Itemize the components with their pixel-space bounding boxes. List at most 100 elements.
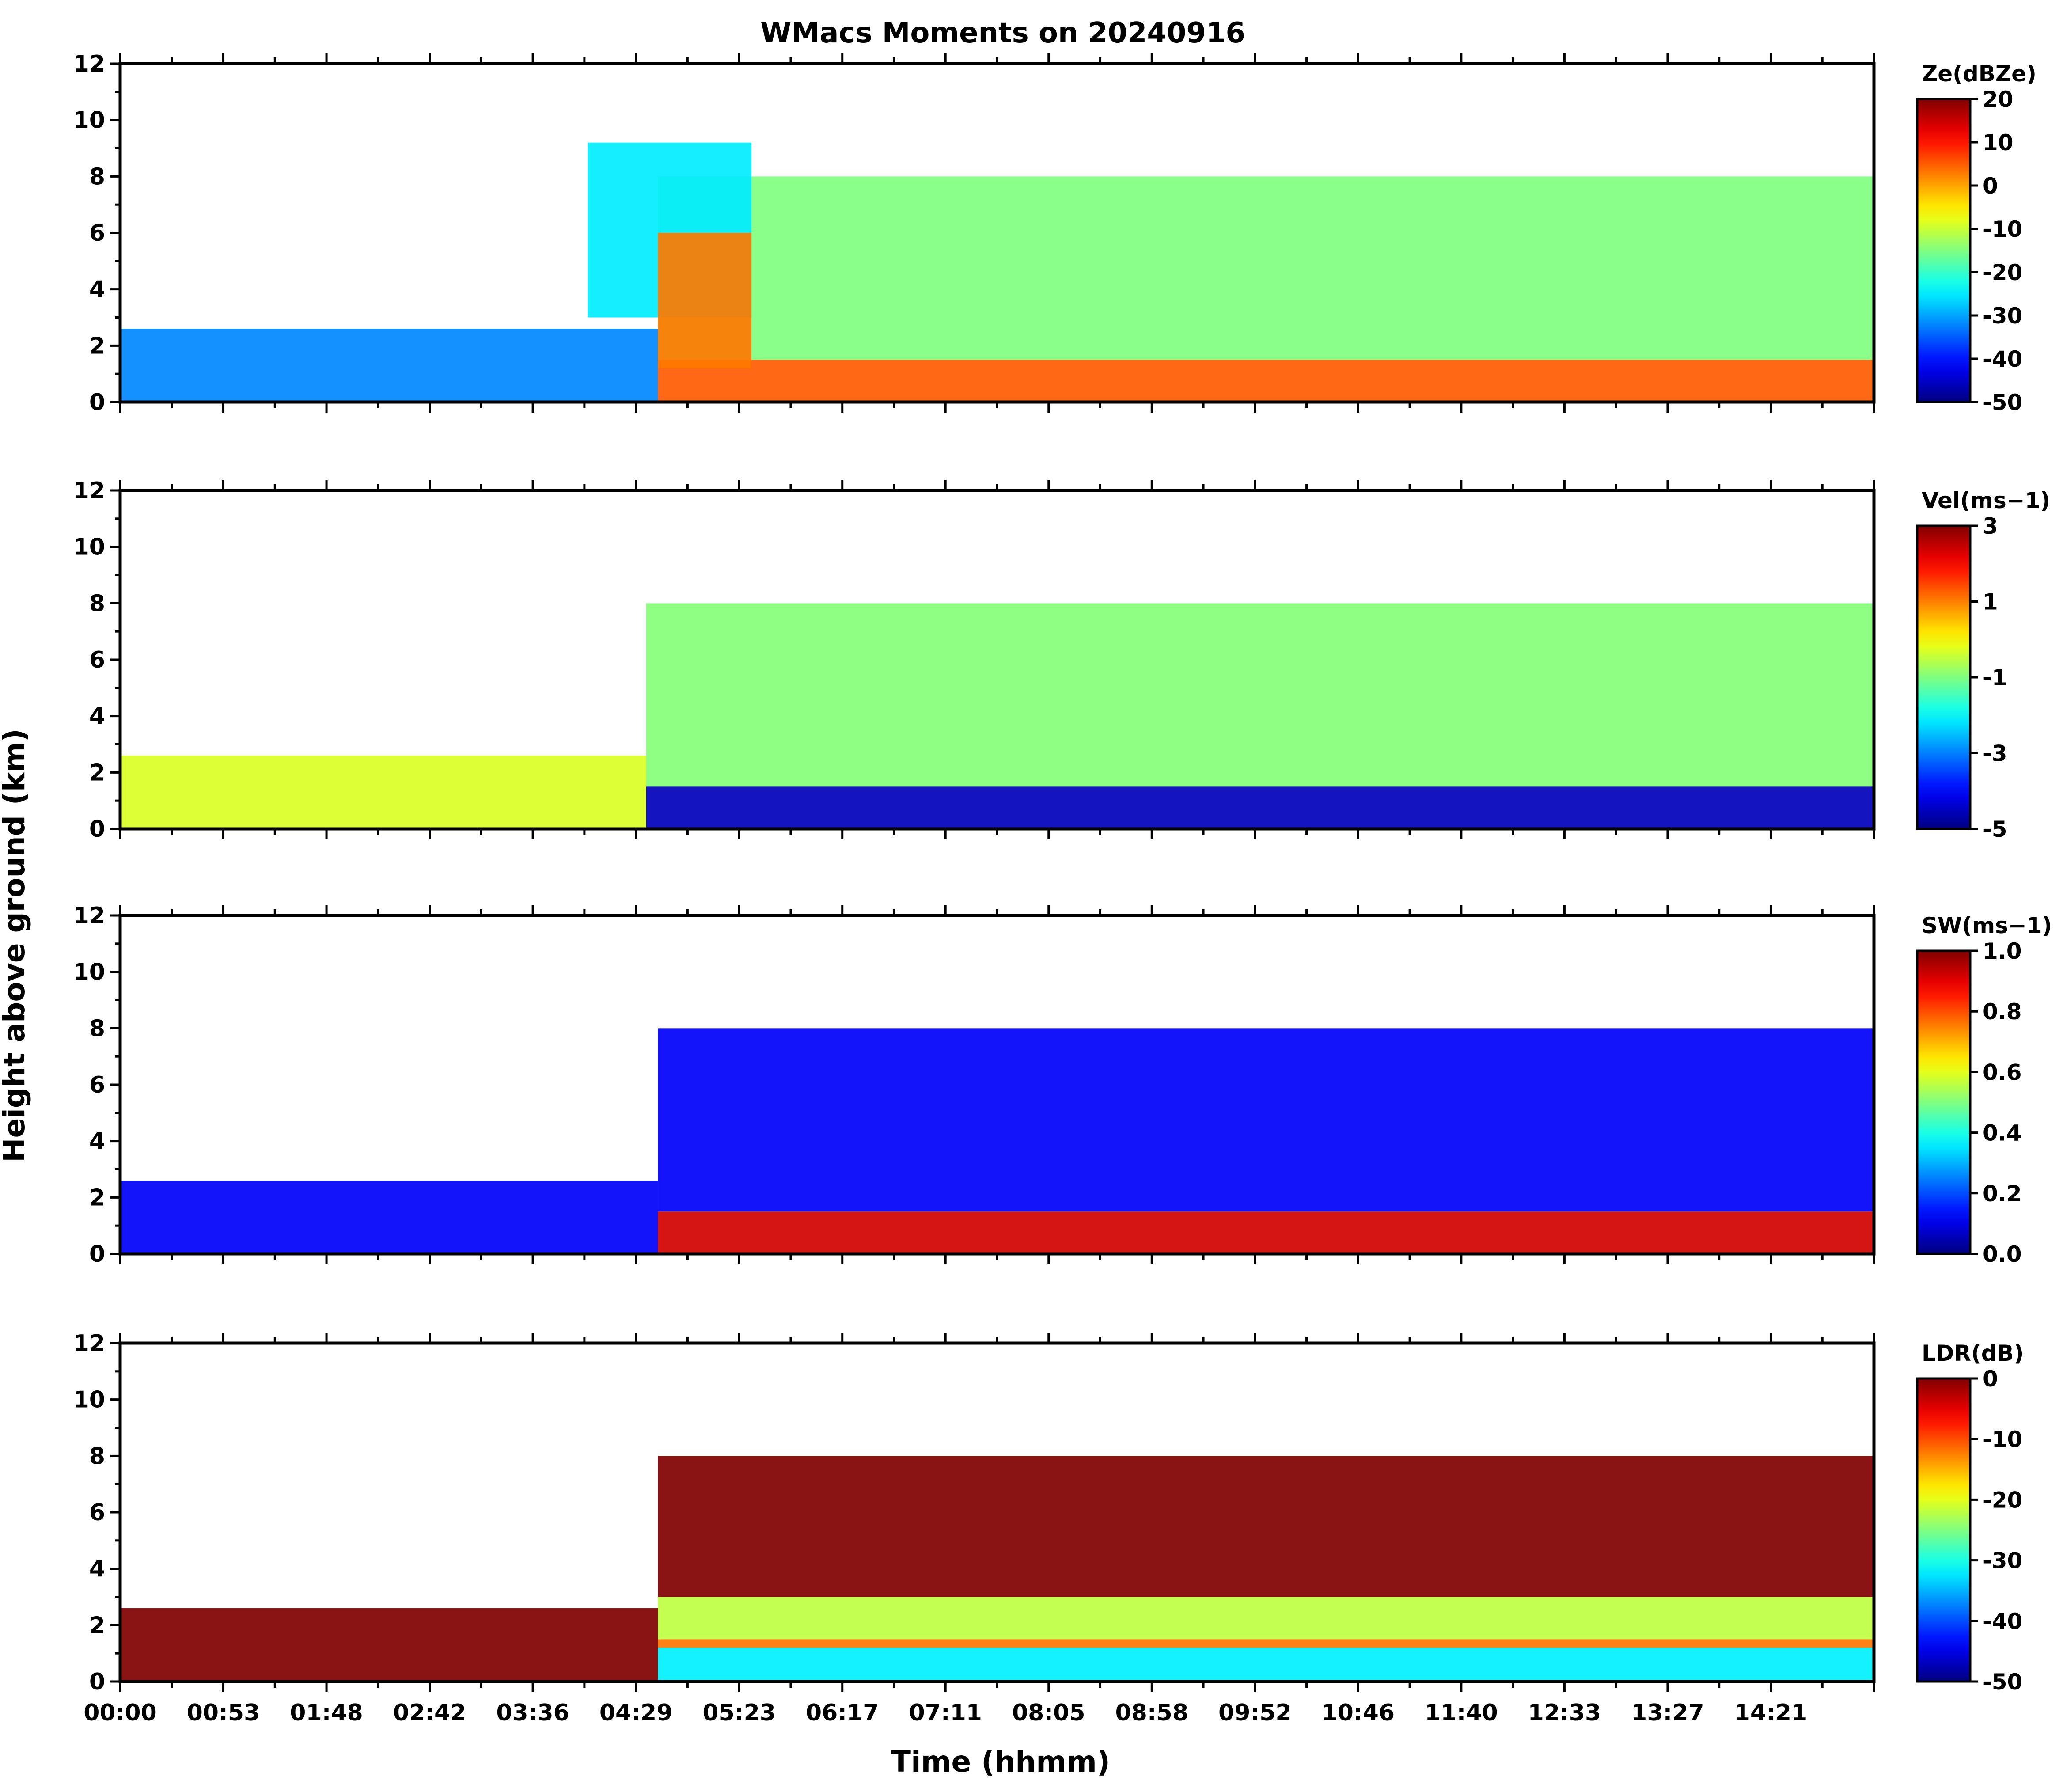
x-tick-label: 00:53 <box>187 1700 260 1726</box>
colorbar-label: Vel(ms−1) <box>1922 488 2050 513</box>
colorbar-label: SW(ms−1) <box>1922 913 2052 938</box>
colorbar-tick-label: 0.4 <box>1983 1120 2022 1146</box>
y-tick-label: 10 <box>73 534 105 561</box>
y-tick-label: 10 <box>73 959 105 986</box>
heatmap-cell <box>658 1028 1874 1212</box>
x-tick-label: 09:52 <box>1218 1700 1292 1726</box>
colorbar <box>1916 524 1972 830</box>
x-tick-label: 14:21 <box>1734 1700 1808 1726</box>
colorbar-label: Ze(dBZe) <box>1922 61 2036 87</box>
y-tick-label: 8 <box>89 590 105 617</box>
panel-reflectivity: 0 2 4 6 8 10 12 Ze(dBZe)20 10 0 -10 -20 -30 -40 -50 <box>73 51 2036 416</box>
heatmap-cell <box>646 603 1874 787</box>
x-tick-label: 06:17 <box>806 1700 879 1726</box>
y-tick-label: 0 <box>89 1669 105 1695</box>
colorbar-tick-label: 0.6 <box>1983 1059 2022 1085</box>
x-axis-label: Time (hhmm) <box>891 1745 1110 1779</box>
y-tick-label: 2 <box>89 333 105 359</box>
x-tick-label: 02:42 <box>393 1700 466 1726</box>
y-tick-label: 12 <box>73 51 105 77</box>
colorbar-tick-label: -40 <box>1983 346 2022 372</box>
heatmap-cell <box>658 1211 1874 1254</box>
heatmap-cell <box>120 329 658 402</box>
heatmap-cell <box>658 1639 1874 1648</box>
x-tick-label: 10:46 <box>1322 1700 1395 1726</box>
x-tick-label: 05:23 <box>702 1700 776 1726</box>
colorbar-tick-label: 0.8 <box>1983 999 2022 1025</box>
y-tick-label: 10 <box>73 107 105 134</box>
colorbar-tick-label: -20 <box>1983 1487 2022 1513</box>
heatmap-cell <box>658 1456 1874 1597</box>
colorbar-tick-label: 0.0 <box>1983 1241 2022 1267</box>
x-tick-label: 08:58 <box>1115 1700 1189 1726</box>
y-tick-label: 0 <box>89 1241 105 1268</box>
colorbar <box>1916 949 1972 1255</box>
colorbar-tick-label: -3 <box>1983 741 2007 767</box>
colorbar-label: LDR(dB) <box>1922 1340 2024 1366</box>
y-tick-label: 4 <box>89 277 105 303</box>
heatmap-cell <box>120 1608 658 1682</box>
colorbar-tick-label: -30 <box>1983 1548 2022 1574</box>
y-tick-label: 10 <box>73 1387 105 1413</box>
y-tick-label: 6 <box>89 1500 105 1526</box>
colorbar-tick-label: 0.2 <box>1983 1181 2022 1207</box>
x-tick-label: 04:29 <box>599 1700 673 1726</box>
y-tick-label: 8 <box>89 1443 105 1469</box>
colorbar-tick-label: -40 <box>1983 1609 2022 1634</box>
colorbar-tick-label: -10 <box>1983 216 2022 242</box>
colorbar <box>1916 1377 1972 1683</box>
heatmap-cell <box>658 176 1874 360</box>
heatmap-cell <box>658 360 1874 402</box>
x-tick-label: 03:36 <box>496 1700 569 1726</box>
y-tick-label: 2 <box>89 759 105 786</box>
colorbar-tick-label: 10 <box>1983 130 2014 156</box>
colorbar-tick-label: -10 <box>1983 1427 2022 1452</box>
x-tick-label: 01:48 <box>290 1700 363 1726</box>
colorbar-tick-label: -5 <box>1983 816 2007 842</box>
colorbar-tick-label: 1.0 <box>1983 938 2022 964</box>
colorbar-tick-label: -30 <box>1983 303 2022 329</box>
y-tick-label: 6 <box>89 220 105 247</box>
panel-velocity: 0 2 4 6 8 10 12 Vel(ms−1)3 1 -1 -3 -5 <box>73 478 2051 843</box>
x-tick-label: 00:00 <box>83 1700 157 1726</box>
colorbar-tick-label: 0 <box>1983 1366 1998 1392</box>
heatmap-cell <box>658 1648 1874 1682</box>
y-tick-label: 4 <box>89 1556 105 1583</box>
y-axis-label: Height above ground (km) <box>0 729 31 1162</box>
x-tick-label: 08:05 <box>1012 1700 1085 1726</box>
y-tick-label: 12 <box>73 1330 105 1357</box>
panel-ldr: 0 2 4 6 8 10 12 00:00 00:53 01:48 02:42 03:36 04:29 0… <box>73 1330 2024 1726</box>
colorbar-tick-label: 0 <box>1983 173 1998 199</box>
heatmap-cell <box>658 1597 1874 1640</box>
x-tick-label: 07:11 <box>909 1700 982 1726</box>
colorbar-tick-label: 20 <box>1983 87 2014 112</box>
heatmap-cell <box>120 756 646 829</box>
y-tick-label: 2 <box>89 1612 105 1639</box>
x-tick-label: 12:33 <box>1528 1700 1601 1726</box>
heatmap-cell <box>658 233 752 368</box>
colorbar-tick-label: -50 <box>1983 1669 2022 1695</box>
panel-spectrum_width: 0 2 4 6 8 10 12 SW(ms−1)1.0 0.8 0.6 0.4 0.2 0.0 <box>73 903 2052 1268</box>
heatmap-cell <box>120 1181 658 1254</box>
colorbar-tick-label: -50 <box>1983 390 2022 415</box>
y-tick-label: 12 <box>73 903 105 929</box>
y-tick-label: 6 <box>89 647 105 673</box>
x-tick-label: 13:27 <box>1631 1700 1704 1726</box>
y-tick-label: 8 <box>89 163 105 190</box>
colorbar-tick-label: -1 <box>1983 665 2007 691</box>
y-tick-label: 6 <box>89 1072 105 1098</box>
figure-title: WMacs Moments on 20240916 <box>760 17 1245 49</box>
y-tick-label: 2 <box>89 1185 105 1211</box>
x-tick-label: 11:40 <box>1425 1700 1498 1726</box>
colorbar <box>1916 98 1972 403</box>
colorbar-tick-label: -20 <box>1983 260 2022 285</box>
y-tick-label: 4 <box>89 703 105 730</box>
y-tick-label: 0 <box>89 389 105 416</box>
colorbar-tick-label: 1 <box>1983 589 1998 615</box>
heatmap-cell <box>646 786 1874 829</box>
y-tick-label: 0 <box>89 816 105 843</box>
colorbar-tick-label: 3 <box>1983 513 1998 539</box>
y-tick-label: 4 <box>89 1128 105 1155</box>
